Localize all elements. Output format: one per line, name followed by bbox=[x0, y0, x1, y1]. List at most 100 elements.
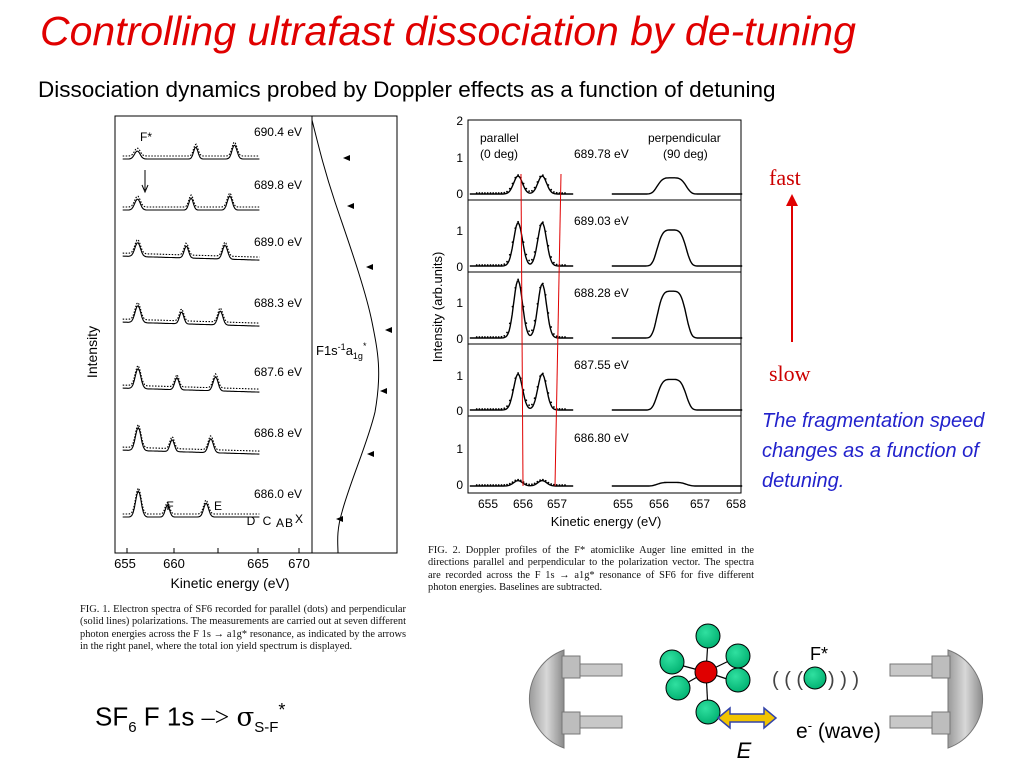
fig2-data-point bbox=[486, 408, 489, 410]
flying-fluorine bbox=[803, 666, 827, 690]
fig2-data-point bbox=[553, 333, 555, 335]
fig2-data-point bbox=[561, 264, 564, 266]
fig1-energy-labels: 690.4 eV 689.8 eV 689.0 eV 688.3 eV 687.… bbox=[254, 125, 302, 501]
fig2-data-point bbox=[495, 264, 497, 266]
fig2-data-point bbox=[492, 192, 495, 194]
fig2-data-point bbox=[511, 481, 514, 484]
fig2-data-point bbox=[553, 483, 555, 486]
waves-right: ) ) ) bbox=[828, 669, 859, 691]
fig2-ytick-label: 1 bbox=[456, 296, 463, 310]
fig2-data-point bbox=[508, 187, 511, 190]
fig2-data-point bbox=[531, 189, 533, 192]
fig2-data-point bbox=[481, 336, 484, 338]
fig2-data-point bbox=[481, 484, 484, 486]
fig2-data-point bbox=[528, 404, 530, 407]
fig1-peak-label: X bbox=[295, 512, 303, 526]
fig2-data-point bbox=[489, 192, 492, 194]
fig1-photon-markers bbox=[336, 155, 392, 522]
fig2-data-point bbox=[539, 224, 541, 227]
fig1-photon-marker bbox=[343, 155, 350, 161]
fig1-peak-label: E bbox=[214, 499, 222, 513]
fig2-data-point bbox=[511, 241, 514, 244]
fig1-energy-label: 687.6 eV bbox=[254, 365, 302, 379]
fig2-data-point bbox=[531, 483, 533, 486]
fig2-energy-label: 687.55 eV bbox=[574, 358, 629, 372]
fig2-xtick-label: 658 bbox=[726, 497, 746, 511]
fig2-data-point bbox=[528, 259, 530, 262]
fig2-data-point bbox=[514, 176, 517, 179]
fig2-data-point bbox=[533, 397, 536, 400]
flying-fstar-label: F* bbox=[810, 644, 828, 664]
fig2-data-point bbox=[503, 263, 506, 266]
fig2-data-point bbox=[486, 336, 489, 338]
fig2-data-point bbox=[517, 220, 519, 223]
fig2-data-point bbox=[484, 264, 486, 266]
fig2-data-point bbox=[484, 484, 486, 486]
fig1-peak-label: C bbox=[263, 514, 272, 528]
fig1-energy-label: 688.3 eV bbox=[254, 296, 302, 310]
fig2-data-point bbox=[561, 484, 564, 486]
fig2-data-point bbox=[503, 335, 506, 337]
fig2-perp-label: perpendicular bbox=[648, 131, 721, 145]
fluorine-atom bbox=[725, 643, 751, 669]
fig2-perp-deg: (90 deg) bbox=[663, 147, 708, 161]
fig2-xtick-label: 656 bbox=[513, 497, 533, 511]
sulfur-atom bbox=[694, 660, 718, 684]
e-field-label: E bbox=[737, 738, 752, 763]
fig1-spectrum-solid bbox=[122, 489, 260, 518]
fig2-data-point bbox=[500, 484, 503, 486]
fig2-data-point bbox=[514, 377, 517, 380]
fig2-data-point bbox=[508, 399, 511, 402]
fig2-data-point bbox=[506, 483, 508, 486]
fig2-data-point bbox=[481, 264, 484, 266]
fig2-perpendicular-profile bbox=[611, 481, 743, 487]
fig2-data-point bbox=[536, 237, 539, 240]
electron-wave-label: e- (wave) bbox=[796, 718, 881, 743]
fig2-data-point bbox=[542, 174, 544, 177]
fig1-xticks: 655 660 665 670 bbox=[114, 548, 310, 571]
fig2-data-point bbox=[475, 484, 478, 486]
fig2-ytick-label: 0 bbox=[456, 187, 463, 201]
fig2-data-point bbox=[517, 278, 519, 281]
fig2-data-point bbox=[481, 408, 484, 410]
fig2-data-point bbox=[495, 192, 497, 194]
fig2-data-point bbox=[478, 264, 481, 266]
fluorine-atom bbox=[665, 675, 691, 701]
fig2-energy-label: 686.80 eV bbox=[574, 431, 629, 445]
fig2-perpendicular-profile bbox=[611, 378, 743, 411]
fig2-data-point bbox=[558, 484, 561, 486]
fig1-spectrum-dotted bbox=[122, 239, 260, 258]
fig1-spectrum-solid bbox=[122, 195, 260, 211]
fig1-caption: FIG. 1. Electron spectra of SF6 recorded… bbox=[80, 604, 406, 652]
fig2-data-point bbox=[478, 336, 481, 338]
fig2-xlabel: Kinetic energy (eV) bbox=[551, 514, 662, 529]
fig1-photon-marker bbox=[385, 327, 392, 333]
fig1-peak-label: F bbox=[166, 499, 173, 513]
fig1-fstar-label: F* bbox=[140, 130, 152, 144]
fig2-ytick-label: 1 bbox=[456, 442, 463, 456]
fig2-data-point bbox=[547, 392, 550, 394]
fig1-peak-label: B bbox=[285, 516, 293, 530]
fig2-data-point bbox=[492, 408, 495, 410]
fig2-data-point bbox=[478, 484, 481, 486]
fig2-data-point bbox=[553, 191, 555, 193]
fig2-data-point bbox=[475, 408, 478, 410]
fig1-spectrum-solid bbox=[122, 304, 260, 327]
fig2-ytick-label: 1 bbox=[456, 151, 463, 165]
fig1-ylabel: Intensity bbox=[84, 326, 100, 378]
fig2-data-point bbox=[500, 264, 503, 266]
fig1-photon-marker bbox=[380, 388, 387, 394]
fig1-xtick-label: 665 bbox=[247, 556, 269, 571]
fig1-peak-label: A bbox=[276, 516, 284, 530]
fig2-data-point bbox=[511, 389, 514, 391]
fig2-xtick-label: 655 bbox=[478, 497, 498, 511]
fig2-data-point bbox=[536, 181, 539, 183]
fig2-data-point bbox=[550, 188, 553, 191]
fig2-data-point bbox=[517, 478, 519, 481]
left-analyzer bbox=[528, 649, 623, 749]
fig1-spectrum-solid bbox=[122, 426, 260, 455]
fig2-data-point bbox=[489, 484, 492, 486]
fig2-data-point bbox=[544, 178, 547, 180]
fig2-data-point bbox=[506, 331, 508, 334]
fig2-data-point bbox=[500, 408, 503, 410]
